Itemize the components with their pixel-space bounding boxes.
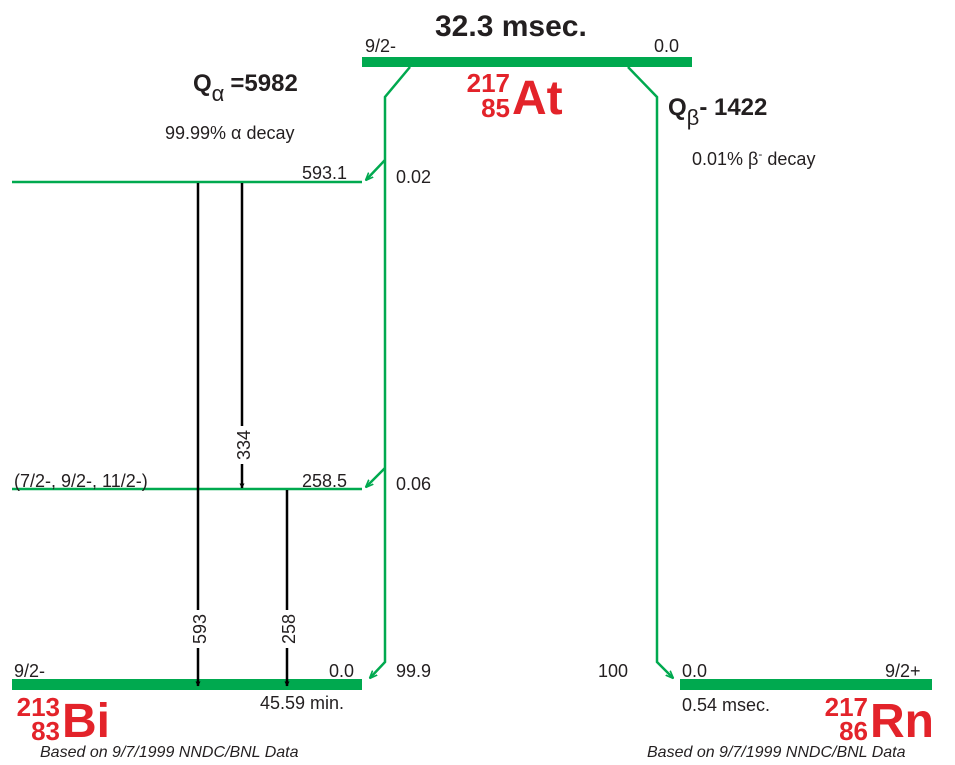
rn-energy: 0.0	[682, 661, 708, 681]
bi-nuclide: 213 83 Bi	[12, 694, 122, 754]
beta-branch: 0.01% β- decay	[692, 148, 815, 168]
bi-mass: 213	[16, 692, 60, 722]
rn-intensity: 100	[598, 661, 629, 681]
q-beta-value: - 1422	[699, 94, 768, 121]
bi-halflife: 45.59 min.	[260, 693, 345, 713]
rn-spin: 9/2+	[885, 661, 921, 681]
q-beta: Qβ- 1422	[668, 94, 768, 129]
bi-ground-level-line	[12, 679, 362, 690]
beta-decay-path	[627, 66, 673, 678]
q-alpha-symbol: Q	[193, 70, 212, 97]
rn-symbol: Rn	[870, 695, 934, 748]
q-alpha-subscript: α	[211, 81, 225, 106]
q-beta-subscript: β	[686, 105, 700, 130]
parent-mass: 217	[466, 68, 510, 98]
parent-symbol: At	[512, 72, 563, 125]
alpha-branch: 99.99% α decay	[165, 123, 295, 143]
parent-nuclide: 217 85 At	[462, 70, 572, 130]
alpha-decay-path	[370, 66, 411, 678]
beta-branch-sup: -	[758, 147, 763, 161]
rn-nuclide: 217 86 Rn	[820, 694, 940, 754]
alpha-feed-593	[366, 159, 386, 180]
parent-z: 85	[481, 93, 510, 123]
q-alpha-value: =5982	[230, 70, 298, 97]
beta-branch-word: decay	[762, 149, 816, 169]
bi-z: 83	[31, 716, 60, 746]
rn-mass: 217	[824, 692, 868, 722]
q-alpha: Qα =5982	[193, 70, 298, 105]
level-intensity-593: 0.02	[396, 167, 432, 187]
q-beta-symbol: Q	[668, 94, 687, 121]
bi-ground-spin: 9/2-	[14, 661, 46, 681]
parent-halflife: 32.3 msec.	[435, 10, 587, 43]
credit-left: Based on 9/7/1999 NNDC/BNL Data	[40, 744, 299, 761]
rn-ground-level-line	[680, 679, 932, 690]
level-intensity-258: 0.06	[396, 474, 432, 494]
rn-halflife: 0.54 msec.	[682, 695, 771, 715]
beta-branch-pct: 0.01% β	[692, 149, 759, 169]
parent-spin: 9/2-	[365, 36, 397, 56]
bi-ground-energy: 0.0	[329, 661, 355, 681]
parent-level-line	[362, 57, 692, 67]
gamma-label-258: 258	[279, 610, 299, 648]
level-energy-258: 258.5	[302, 471, 348, 491]
alpha-feed-258	[366, 467, 386, 487]
credit-right: Based on 9/7/1999 NNDC/BNL Data	[647, 744, 906, 761]
rn-z: 86	[839, 716, 868, 746]
bi-ground-intensity: 99.9	[396, 661, 432, 681]
bi-symbol: Bi	[62, 695, 110, 748]
level-energy-593: 593.1	[302, 163, 348, 183]
gamma-label-593: 593	[190, 610, 210, 648]
level-spin-258: (7/2-, 9/2-, 11/2-)	[14, 471, 148, 491]
parent-energy: 0.0	[654, 36, 680, 56]
gamma-label-334: 334	[234, 426, 254, 464]
